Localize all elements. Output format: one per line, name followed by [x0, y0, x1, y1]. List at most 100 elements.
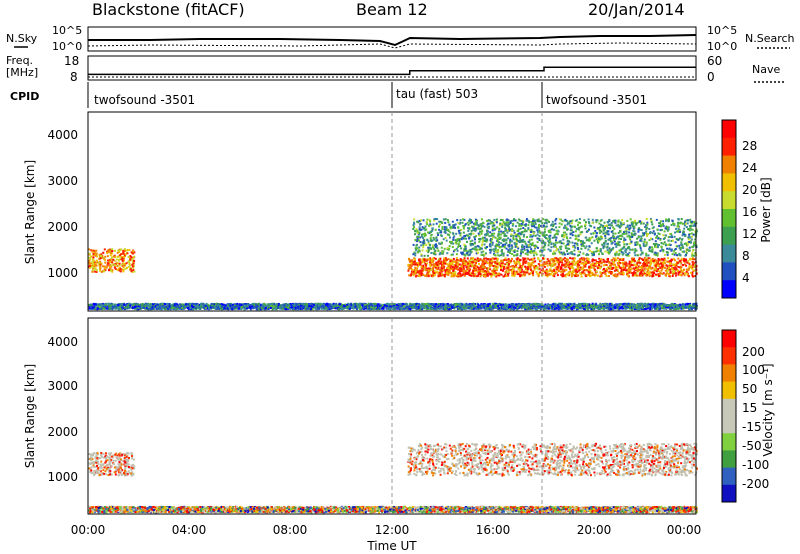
- echo-cell: [691, 252, 694, 255]
- echo-cell: [534, 221, 537, 224]
- echo-cell: [574, 246, 577, 249]
- echo-cell: [480, 225, 483, 228]
- echo-cell: [639, 272, 642, 275]
- echo-cell: [490, 260, 493, 263]
- echo-cell: [659, 271, 662, 274]
- echo-cell: [694, 275, 697, 277]
- echo-cell: [577, 224, 579, 227]
- echo-cell: [688, 265, 691, 268]
- echo-cell: [470, 261, 473, 263]
- echo-cell: [628, 227, 631, 230]
- echo-cell: [668, 243, 671, 246]
- echo-cell: [560, 251, 563, 254]
- echo-cell: [447, 273, 450, 276]
- echo-cell: [474, 238, 476, 241]
- echo-cell: [109, 260, 112, 263]
- echo-cell: [661, 264, 664, 267]
- echo-cell: [614, 265, 617, 268]
- echo-cell: [650, 267, 653, 270]
- echo-cell: [464, 269, 467, 272]
- echo-cell: [471, 221, 474, 224]
- echo-cell: [507, 237, 510, 240]
- echo-cell: [480, 251, 483, 254]
- echo-cell: [566, 262, 569, 265]
- echo-cell: [617, 235, 620, 238]
- echo-cell: [507, 258, 510, 261]
- echo-cell: [619, 226, 621, 229]
- echo-cell: [555, 271, 558, 274]
- echo-cell: [648, 272, 651, 275]
- echo-cell: [420, 270, 423, 273]
- echo-cell: [511, 274, 514, 277]
- echo-cell: [436, 232, 439, 235]
- echo-cell: [518, 232, 521, 235]
- echo-cell: [532, 218, 535, 221]
- echo-cell: [439, 223, 441, 226]
- echo-cell: [490, 262, 493, 265]
- echo-cell: [470, 229, 473, 232]
- echo-cell: [432, 257, 435, 260]
- echo-cell: [656, 264, 659, 267]
- echo-cell: [111, 252, 113, 255]
- echo-cell: [615, 237, 617, 240]
- echo-cell: [563, 234, 566, 237]
- echo-cell: [657, 268, 660, 271]
- echo-cell: [686, 222, 689, 225]
- echo-cell: [507, 225, 510, 228]
- echo-cell: [546, 270, 549, 273]
- echo-cell: [414, 252, 417, 255]
- echo-cell: [447, 272, 450, 275]
- echo-cell: [509, 265, 512, 268]
- echo-cell: [487, 267, 490, 270]
- echo-cell: [110, 265, 113, 268]
- echo-cell: [548, 270, 551, 273]
- echo-cell: [680, 268, 683, 271]
- cpid-segment-2: tau (fast) 503: [396, 87, 478, 101]
- echo-cell: [638, 258, 640, 261]
- echo-cell: [482, 264, 485, 267]
- echo-cell: [427, 240, 430, 243]
- echo-cell: [448, 272, 451, 274]
- echo-cell: [443, 257, 446, 260]
- echo-cell: [604, 235, 607, 237]
- echo-cell: [531, 258, 534, 261]
- echo-cell: [688, 249, 691, 252]
- echo-cell: [527, 246, 530, 249]
- echo-cell: [614, 269, 616, 272]
- echo-cell: [98, 261, 101, 264]
- echo-cell: [408, 274, 411, 277]
- echo-cell: [652, 226, 655, 229]
- echo-cell: [572, 231, 575, 234]
- echo-cell: [486, 273, 489, 276]
- echo-cell: [566, 237, 569, 240]
- echo-cell: [548, 230, 550, 233]
- echo-cell: [622, 240, 625, 243]
- echo-cell: [529, 267, 532, 269]
- echo-cell: [648, 257, 651, 260]
- echo-cell: [628, 271, 631, 274]
- echo-cell: [675, 264, 678, 267]
- freq-trace: [88, 66, 696, 76]
- echo-cell: [123, 259, 125, 262]
- freq-label: Freq.: [6, 54, 33, 67]
- echo-cell: [124, 254, 126, 257]
- echo-cell: [466, 257, 469, 260]
- echo-cell: [126, 252, 129, 255]
- echo-cell: [646, 223, 649, 226]
- echo-cell: [571, 266, 574, 269]
- echo-cell: [531, 223, 534, 226]
- echo-cell: [494, 268, 497, 271]
- echo-cell: [133, 259, 136, 262]
- echo-cell: [629, 218, 632, 221]
- echo-cell: [464, 223, 467, 226]
- echo-cell: [525, 218, 528, 221]
- echo-cell: [625, 262, 628, 265]
- echo-cell: [438, 258, 440, 261]
- echo-cell: [496, 257, 499, 260]
- echo-cell: [490, 238, 493, 241]
- echo-cell: [566, 258, 569, 261]
- echo-cell: [483, 257, 486, 260]
- echo-cell: [453, 274, 456, 277]
- echo-cell: [478, 238, 480, 241]
- echo-cell: [91, 261, 94, 264]
